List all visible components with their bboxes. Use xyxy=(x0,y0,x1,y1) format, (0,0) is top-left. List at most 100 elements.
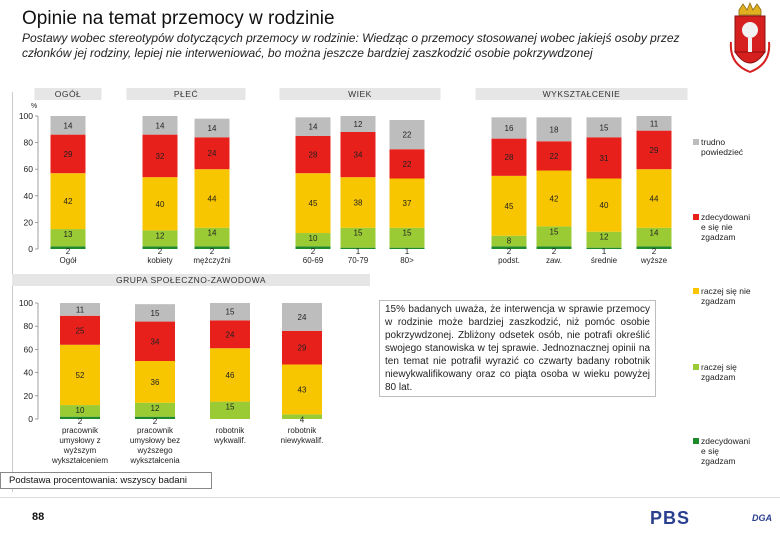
legend-swatch xyxy=(693,139,699,145)
y-tick-label: 60 xyxy=(24,344,34,354)
group-header xyxy=(34,88,102,100)
group-header xyxy=(475,88,688,100)
y-tick-label: 40 xyxy=(24,191,34,201)
data-label: 52 xyxy=(76,371,85,380)
data-label: 43 xyxy=(298,385,307,394)
bar-segment xyxy=(210,320,250,349)
bar-segment xyxy=(135,304,175,322)
y-tick-label: 20 xyxy=(24,391,34,401)
base-note: Podstawa procentowania: wszyscy badani xyxy=(0,472,212,489)
data-label: 2 xyxy=(507,247,512,256)
bar-segment xyxy=(135,402,175,417)
bar-segment xyxy=(50,246,86,249)
y-tick-label: 80 xyxy=(24,138,34,148)
bar-segment xyxy=(60,344,100,406)
data-label: 15 xyxy=(600,123,609,132)
data-label: 22 xyxy=(550,152,559,161)
category-label: niewykwalif. xyxy=(281,436,324,445)
data-label: 18 xyxy=(550,125,559,134)
group-header-label: WYKSZTAŁCENIE xyxy=(543,89,621,99)
bar-segment xyxy=(295,117,331,136)
data-label: 2 xyxy=(158,247,163,256)
category-label: Ogół xyxy=(60,256,77,265)
data-label: 31 xyxy=(600,154,609,163)
data-label: 45 xyxy=(309,199,318,208)
bar-segment xyxy=(295,246,331,249)
bar-segment xyxy=(194,118,230,138)
data-label: 15 xyxy=(226,308,235,317)
bar-segment xyxy=(340,227,376,248)
category-label: wykształcenia xyxy=(129,456,180,465)
legend-label: zdecydowani e się nie zgadzam xyxy=(701,212,751,242)
bar-segment xyxy=(389,119,425,150)
bar-segment xyxy=(142,116,178,135)
bar-segment xyxy=(340,177,376,228)
bar-segment xyxy=(536,226,572,247)
bar-segment xyxy=(295,135,331,174)
data-label: 28 xyxy=(505,153,514,162)
chart-socio-professional: 0 20 40 60 80 100 GRUPA SPOŁECZNO-ZAWODOWA 2 10 5… xyxy=(12,274,370,465)
bar-segment xyxy=(142,230,178,247)
data-label: 4 xyxy=(300,415,305,424)
data-label: 24 xyxy=(226,330,235,339)
bar-segment xyxy=(586,231,622,248)
group-header xyxy=(12,274,370,286)
data-label: 34 xyxy=(354,151,363,160)
crest-icon xyxy=(729,2,771,74)
bar-segment xyxy=(295,173,331,234)
y-tick-label: 100 xyxy=(19,298,33,308)
data-label: 2 xyxy=(153,417,158,426)
bar-segment xyxy=(340,247,376,249)
data-label: 44 xyxy=(650,194,659,203)
data-label: 14 xyxy=(208,229,217,238)
data-label: 14 xyxy=(156,121,165,130)
data-label: 12 xyxy=(151,404,160,413)
bar-segment xyxy=(142,134,178,178)
bar-segment xyxy=(194,246,230,249)
data-label: 12 xyxy=(600,233,609,242)
bar-segment xyxy=(135,361,175,403)
group-header xyxy=(279,88,441,100)
data-label: 15 xyxy=(354,229,363,238)
bar-segment xyxy=(389,149,425,179)
category-label: wykwalif. xyxy=(213,436,246,445)
data-label: 29 xyxy=(650,146,659,155)
bar-segment xyxy=(135,321,175,361)
category-label: wyższego xyxy=(136,446,173,455)
bar-segment xyxy=(295,233,331,247)
category-label: pracownik xyxy=(137,426,174,435)
data-label: 24 xyxy=(298,313,307,322)
data-label: 38 xyxy=(354,198,363,207)
legend-label: trudno powiedzieć xyxy=(701,137,744,157)
dga-logo: DGA xyxy=(752,513,772,523)
bar-segment xyxy=(491,246,527,249)
category-label: 80> xyxy=(400,256,414,265)
data-label: 44 xyxy=(208,194,217,203)
data-label: 2 xyxy=(552,247,557,256)
data-label: 16 xyxy=(505,124,514,133)
bar-segment xyxy=(389,247,425,249)
group-header xyxy=(126,88,246,100)
category-label: podst. xyxy=(498,256,520,265)
legend-swatch xyxy=(693,214,699,220)
data-label: 14 xyxy=(309,123,318,132)
legend-swatch xyxy=(693,438,699,444)
bar-segment xyxy=(586,137,622,179)
legend-label: raczej się zgadzam xyxy=(701,362,737,382)
bar-segment xyxy=(50,173,86,230)
legend-swatch xyxy=(693,364,699,370)
bar-segment xyxy=(60,416,100,419)
data-label: 15 xyxy=(151,309,160,318)
data-label: 14 xyxy=(208,124,217,133)
bar-segment xyxy=(636,130,672,170)
bar-segment xyxy=(194,169,230,228)
bar-segment xyxy=(491,117,527,139)
page-title: Opinie na temat przemocy w rodzinie xyxy=(22,8,335,29)
axis-unit: % xyxy=(31,103,37,110)
data-label: 2 xyxy=(66,247,71,256)
category-label: zaw. xyxy=(546,256,562,265)
bar-segment xyxy=(586,178,622,232)
data-label: 32 xyxy=(156,152,165,161)
page-subtitle: Postawy wobec stereotypów dotyczących pr… xyxy=(22,31,680,60)
data-label: 42 xyxy=(550,194,559,203)
